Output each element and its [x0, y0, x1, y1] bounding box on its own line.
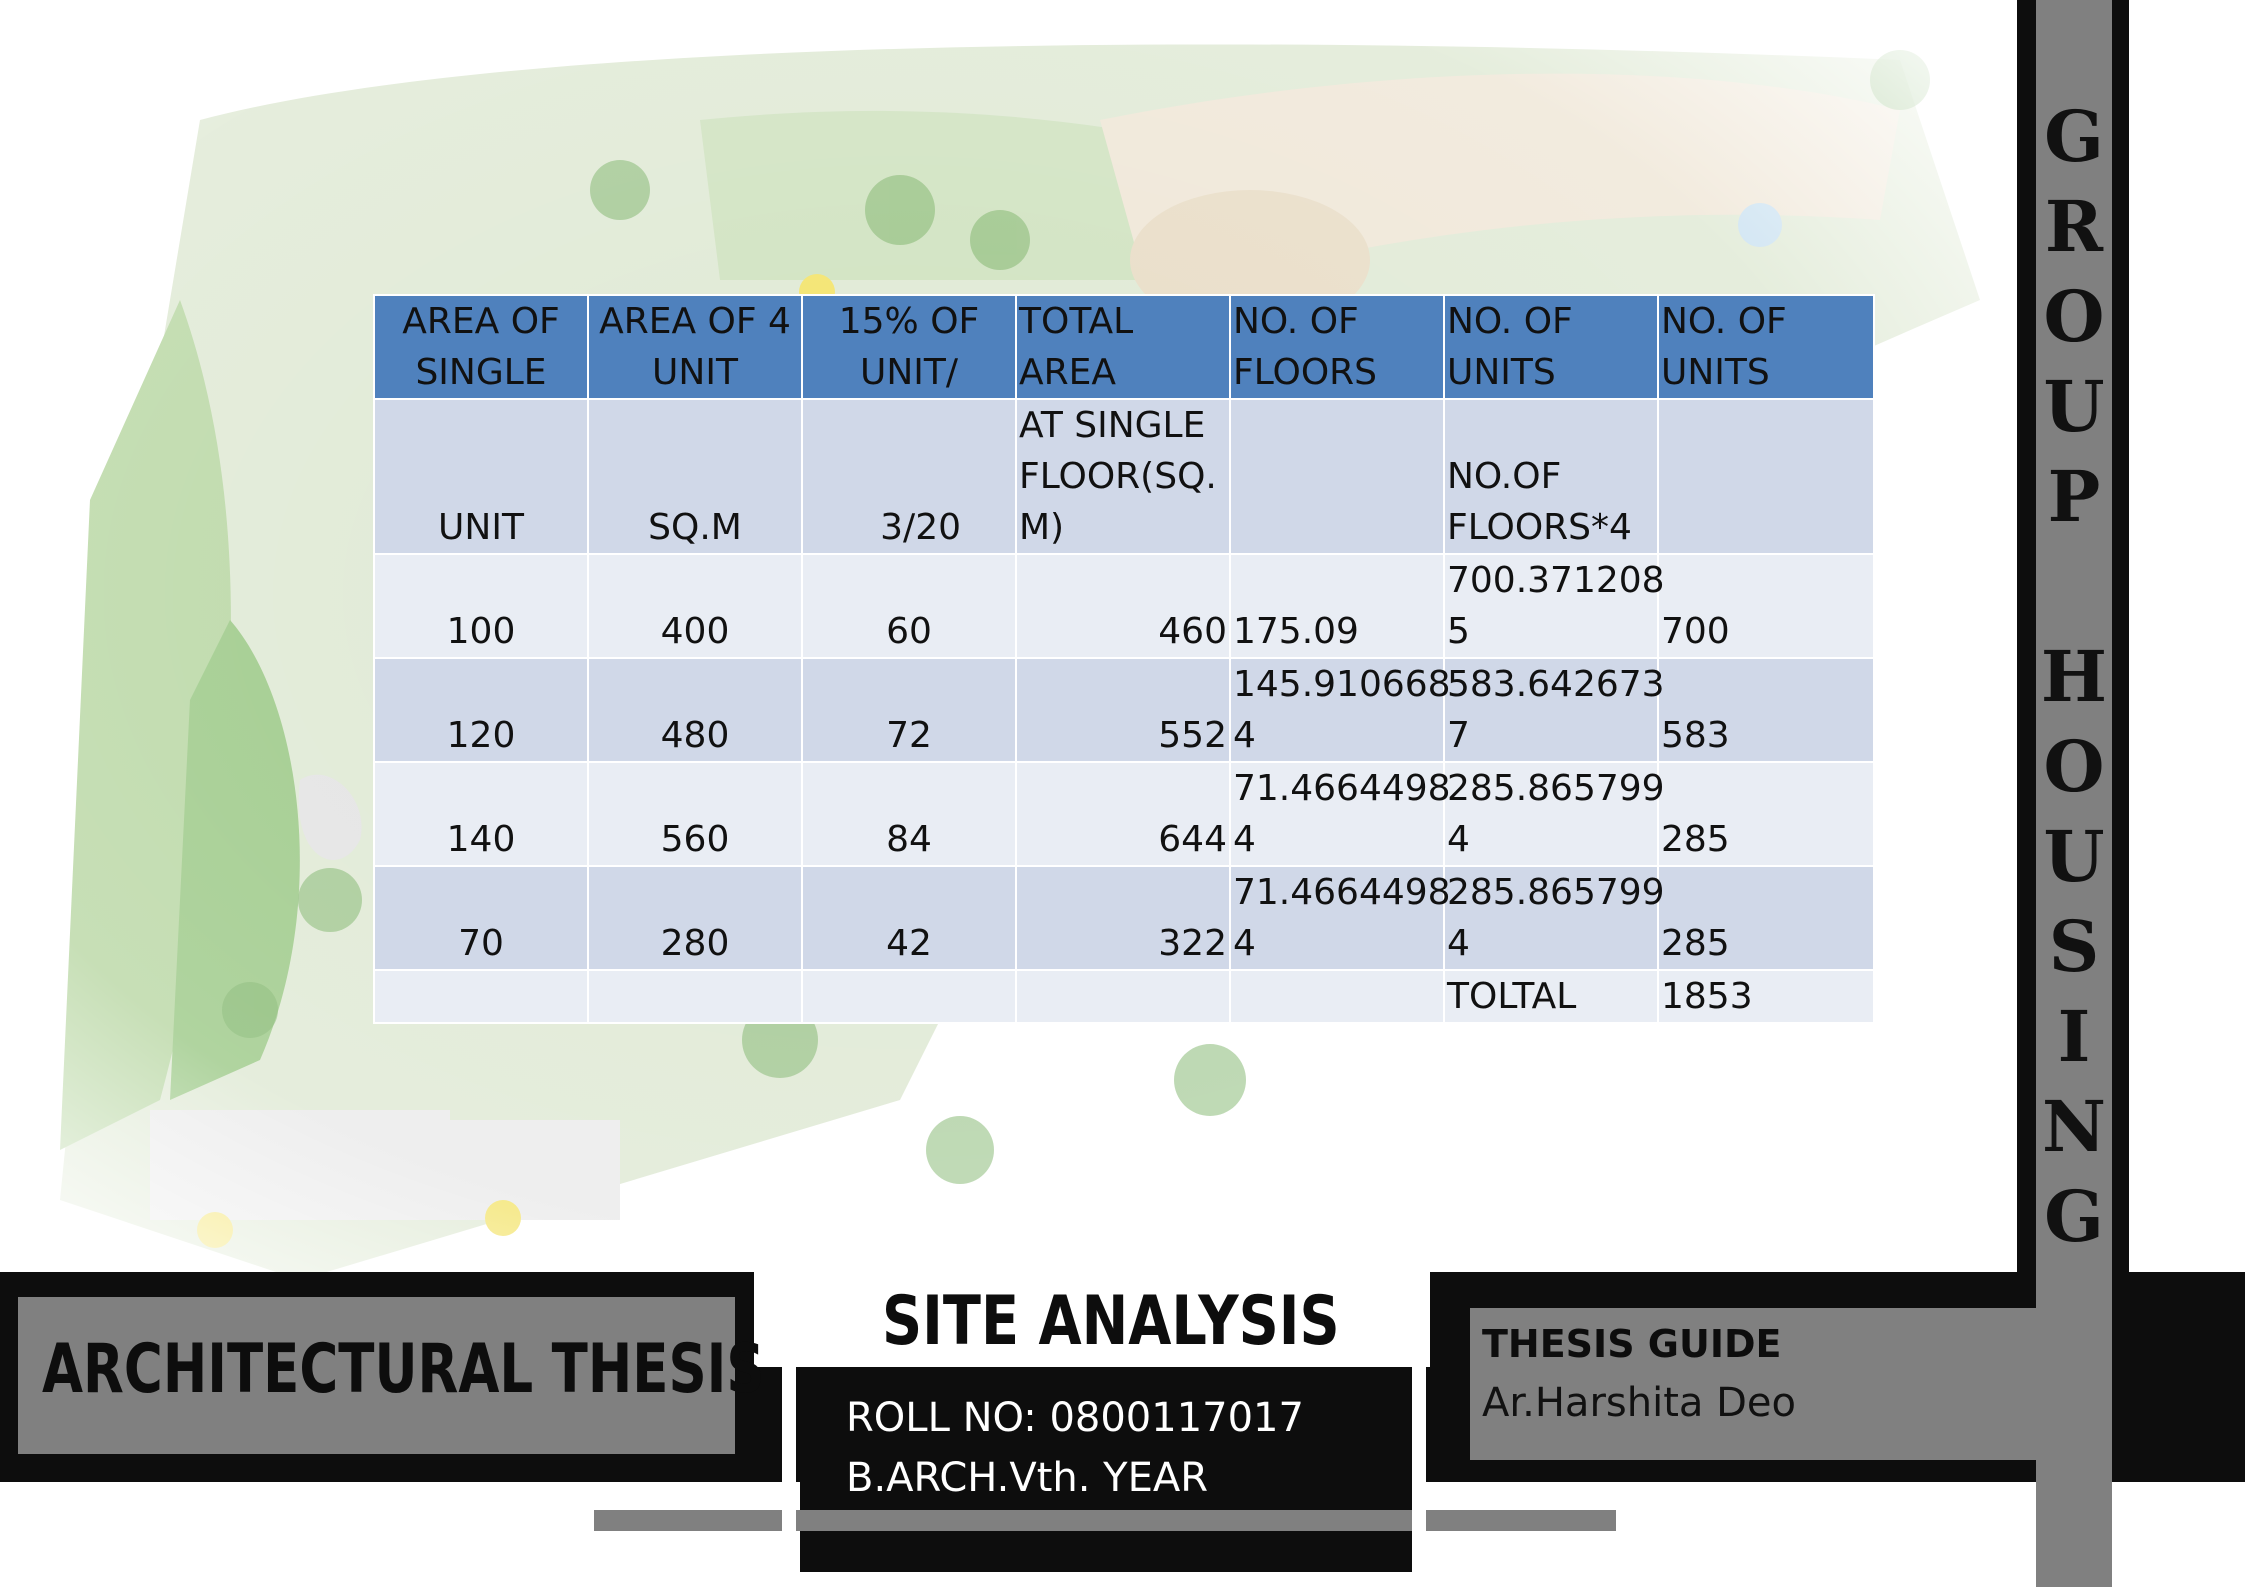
vertical-band — [2036, 0, 2112, 1587]
table-row: 70 280 42 322 71.4664498 4 285.865799 4 … — [373, 865, 1875, 971]
table-cell: 71.4664498 4 — [1229, 865, 1451, 971]
table-cell: 285.865799 4 — [1443, 761, 1665, 867]
thesis-guide-name: Ar.Harshita Deo — [1482, 1380, 1796, 1426]
table-cell — [587, 969, 803, 1024]
divider-line — [1412, 1367, 1426, 1577]
site-analysis-panel — [754, 1272, 1430, 1367]
roll-number: ROLL NO: 0800117017 — [846, 1395, 1304, 1441]
table-cell: 140 — [373, 761, 589, 867]
table-cell: SQ.M — [587, 398, 803, 555]
table-cell: 3/20 — [801, 398, 1017, 555]
architectural-thesis-title: ARCHITECTURAL THESIS — [42, 1330, 765, 1409]
table-cell: 70 — [373, 865, 589, 971]
table-cell: 560 — [587, 761, 803, 867]
table-cell: 280 — [587, 865, 803, 971]
table-cell: 60 — [801, 553, 1017, 659]
table-header-cell: TOTAL AREA — [1015, 294, 1231, 400]
table-cell — [1229, 969, 1445, 1024]
table-cell — [1657, 398, 1875, 555]
divider-line — [782, 1272, 796, 1572]
thesis-guide-label: THESIS GUIDE — [1482, 1322, 1782, 1366]
table-row: 140 560 84 644 71.4664498 4 285.865799 4… — [373, 761, 1875, 867]
table-cell: 400 — [587, 553, 803, 659]
table-cell: 583.642673 7 — [1443, 657, 1665, 763]
table-cell: NO.OF FLOORS*4 — [1443, 398, 1659, 555]
table-header-cell: NO. OF UNITS — [1657, 294, 1875, 400]
table-cell: 460 — [1015, 553, 1231, 659]
course-year: B.ARCH.Vth. YEAR — [846, 1455, 1209, 1501]
table-cell — [801, 969, 1017, 1024]
student-info-box — [800, 1367, 1412, 1572]
table-cell: 480 — [587, 657, 803, 763]
table-cell: 285 — [1657, 761, 1875, 867]
table-cell: AT SINGLE FLOOR(SQ. M) — [1015, 398, 1231, 555]
guide-panel — [1470, 1308, 2036, 1460]
table-cell: 71.4664498 4 — [1229, 761, 1451, 867]
table-header-cell: AREA OF SINGLE — [373, 294, 589, 400]
student-info: ROLL NO: 0800117017 B.ARCH.Vth. YEAR — [846, 1388, 1304, 1508]
table-header-cell: AREA OF 4 UNIT — [587, 294, 803, 400]
table-row: 120 480 72 552 145.910668 4 583.642673 7… — [373, 657, 1875, 763]
thesis-title-panel — [18, 1297, 735, 1454]
table-cell: 700 — [1657, 553, 1875, 659]
table-total-row: TOLTAL 1853 — [373, 969, 1875, 1024]
table-cell: 285.865799 4 — [1443, 865, 1665, 971]
table-cell — [373, 969, 589, 1024]
table-cell: 552 — [1015, 657, 1231, 763]
table-subheader-row: UNIT SQ.M 3/20 AT SINGLE FLOOR(SQ. M) NO… — [373, 398, 1875, 555]
table-row: 100 400 60 460 175.09 700.371208 5 700 — [373, 553, 1875, 659]
table-cell: 84 — [801, 761, 1017, 867]
table-cell: 644 — [1015, 761, 1231, 867]
table-cell — [1015, 969, 1231, 1024]
table-header-row: AREA OF SINGLE AREA OF 4 UNIT 15% OF UNI… — [373, 294, 1875, 400]
table-cell: 175.09 — [1229, 553, 1445, 659]
table-cell: 120 — [373, 657, 589, 763]
table-cell: 145.910668 4 — [1229, 657, 1451, 763]
table-header-cell: NO. OF FLOORS — [1229, 294, 1445, 400]
site-analysis-title: SITE ANALYSIS — [882, 1282, 1340, 1361]
decorative-bar — [594, 1510, 1616, 1531]
total-label: TOLTAL — [1443, 969, 1659, 1024]
table-cell: 72 — [801, 657, 1017, 763]
unit-calculation-table: AREA OF SINGLE AREA OF 4 UNIT 15% OF UNI… — [373, 294, 1875, 1024]
table-cell: 583 — [1657, 657, 1875, 763]
table-cell: UNIT — [373, 398, 589, 555]
table-cell: 322 — [1015, 865, 1231, 971]
table-cell: 700.371208 5 — [1443, 553, 1665, 659]
table-cell — [1229, 398, 1445, 555]
table-header-cell: 15% OF UNIT/ — [801, 294, 1017, 400]
table-header-cell: NO. OF UNITS — [1443, 294, 1659, 400]
group-housing-vertical-title: G R O U P H O U S I N G — [2040, 95, 2108, 1258]
table-cell: 285 — [1657, 865, 1875, 971]
total-value: 1853 — [1657, 969, 1875, 1024]
table-cell: 100 — [373, 553, 589, 659]
table-cell: 42 — [801, 865, 1017, 971]
